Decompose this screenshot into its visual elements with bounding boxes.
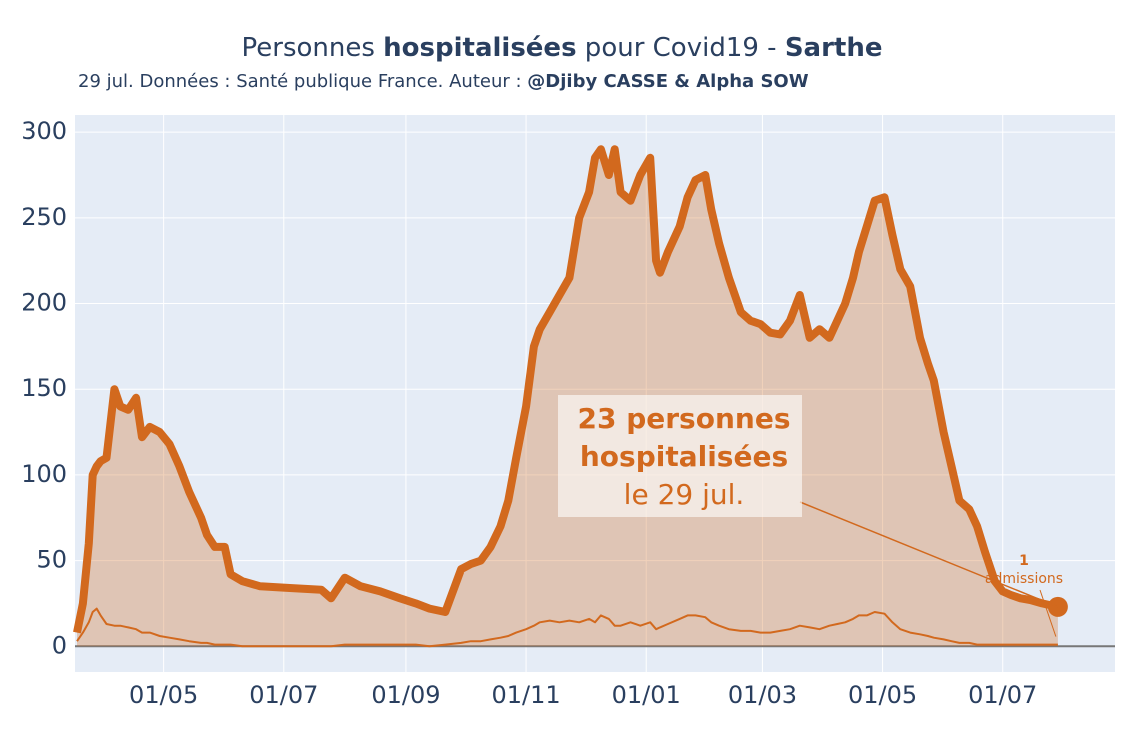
y-tick-label: 200 <box>21 289 67 317</box>
title-part: pour Covid19 - <box>577 33 785 63</box>
annotation-arrow <box>799 501 1059 608</box>
title-part: @Djiby CASSE & Alpha SOW <box>527 71 808 92</box>
title-part: hospitalisées <box>383 33 576 63</box>
x-tick-label: 01/05 <box>848 681 917 709</box>
title-part: Sarthe <box>785 33 883 63</box>
chart-subtitle: 29 jul. Données : Santé publique France.… <box>78 71 809 92</box>
annotation-arrow <box>1039 589 1057 637</box>
chart-title: Personnes hospitalisées pour Covid19 - S… <box>242 33 883 63</box>
annotation-text: hospitalisées <box>580 440 788 473</box>
x-tick-label: 01/01 <box>612 681 681 709</box>
line <box>76 607 1058 648</box>
title-part: 29 jul. Données : Santé publique France.… <box>78 71 527 92</box>
x-tick-label: 01/05 <box>129 681 198 709</box>
line <box>73 145 1059 634</box>
title-part: Personnes <box>242 33 384 63</box>
x-tick-label: 01/11 <box>491 681 560 709</box>
annotation-text: le 29 jul. <box>624 478 745 511</box>
y-tick-label: 300 <box>21 117 67 145</box>
annotation-box <box>558 395 802 517</box>
y-tick-label: 100 <box>21 460 67 488</box>
x-tick-label: 01/03 <box>728 681 797 709</box>
y-tick-label: 150 <box>21 374 67 402</box>
x-tick-label: 01/07 <box>249 681 318 709</box>
annotation-text: 23 personnes <box>578 402 791 435</box>
y-tick-label: 250 <box>21 203 67 231</box>
annotation-text: admissions <box>985 571 1063 587</box>
x-tick-label: 01/09 <box>371 681 440 709</box>
y-tick-label: 50 <box>36 546 67 574</box>
y-tick-label: 0 <box>52 631 67 659</box>
x-tick-label: 01/07 <box>968 681 1037 709</box>
annotation-text: 1 <box>1019 553 1029 569</box>
